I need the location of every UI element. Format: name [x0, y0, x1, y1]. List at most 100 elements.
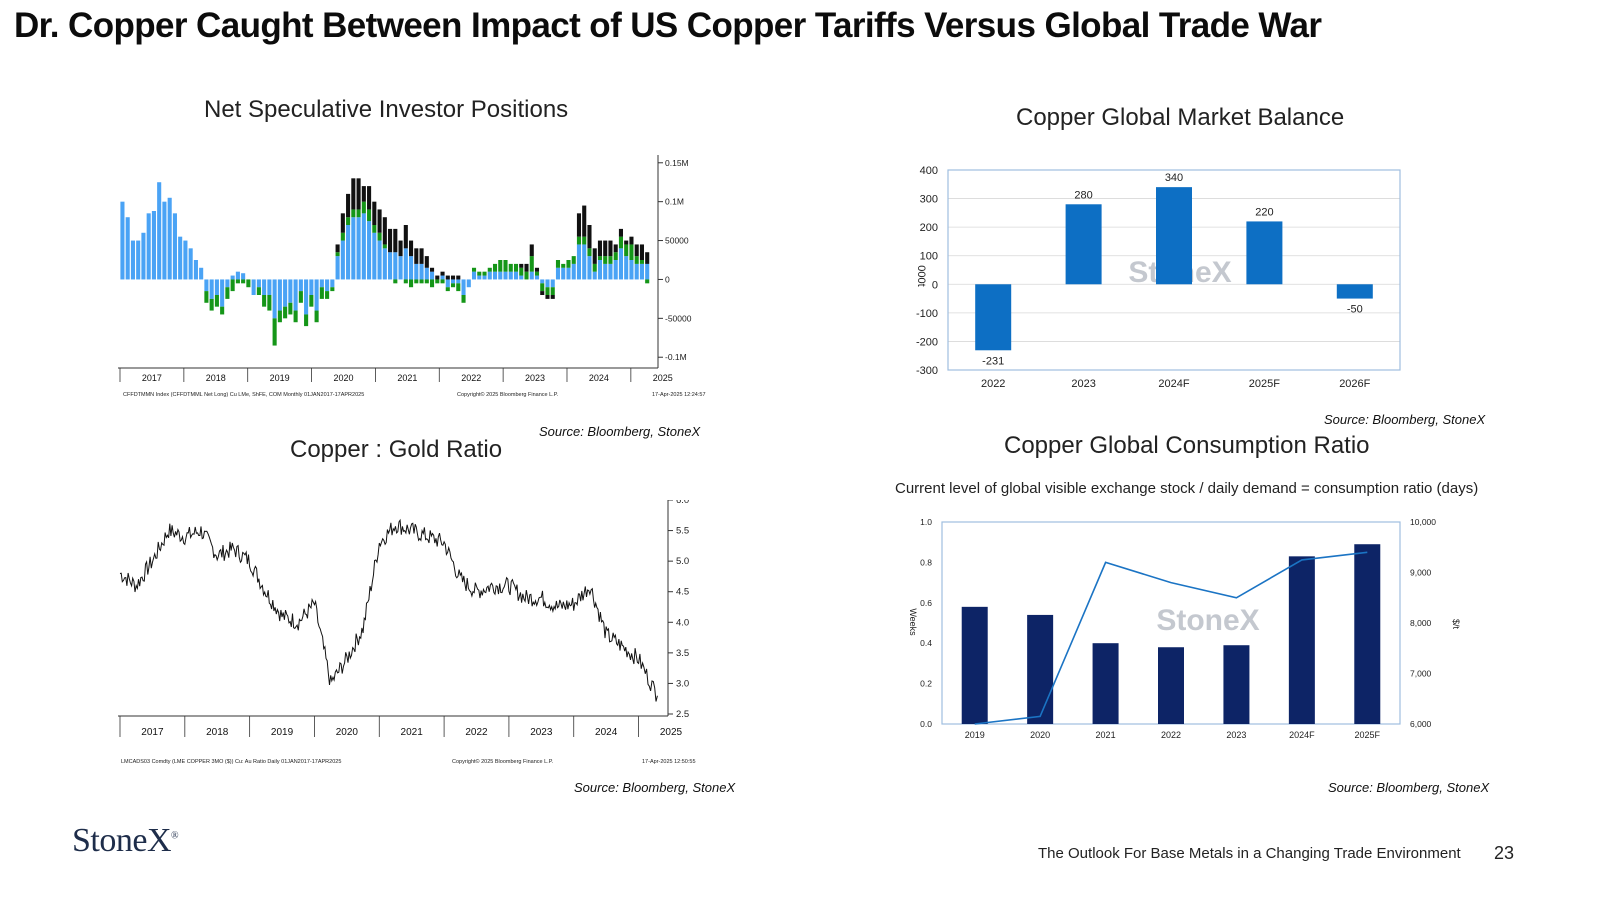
net-spec-title: Net Speculative Investor Positions [204, 96, 569, 123]
net-spec-year-label: 2020 [333, 373, 353, 383]
copper-gold-y-tick-label: 3.5 [676, 648, 689, 659]
consumption-y2-tick-label: 8,000 [1410, 618, 1432, 628]
logo-mark: ® [171, 830, 179, 842]
net-spec-bar-comex [141, 232, 146, 280]
net-spec-bar-comex [209, 279, 214, 299]
net-spec-bar-comex [146, 213, 151, 280]
net-spec-bar-lme [461, 295, 466, 303]
net-spec-bar-shfe [340, 213, 345, 233]
net-spec-bar-comex [272, 279, 277, 319]
balance-y-tick-label: 200 [920, 222, 938, 234]
net-spec-bar-comex [372, 232, 377, 280]
consumption-source: Source: Bloomberg, StoneX [1328, 780, 1490, 795]
net-spec-bar-shfe [414, 248, 419, 264]
balance-y-tick-label: 300 [920, 194, 938, 206]
copper-gold-year-label: 2017 [141, 727, 164, 738]
copper-gold-year-label: 2020 [336, 727, 359, 738]
balance-y-tick-label: -300 [916, 365, 938, 377]
net-spec-bar-lme [624, 244, 629, 257]
net-spec-bar-lme [209, 298, 214, 311]
balance-y-tick-label: 100 [920, 251, 938, 263]
net-spec-bar-shfe [645, 252, 650, 264]
copper-gold-footnote-mid: Copyright© 2025 Bloomberg Finance L.P. [452, 759, 554, 765]
net-spec-bar-comex [634, 263, 639, 280]
balance-data-label: -231 [982, 355, 1004, 367]
net-spec-bar-comex [283, 279, 288, 307]
net-spec-bar-lme [424, 279, 429, 284]
net-spec-bar-comex [340, 240, 345, 280]
net-spec-bar-lme [529, 256, 534, 272]
net-spec-bar-comex [508, 271, 513, 280]
net-spec-footnote-left: CFFDTMMN Index (CFFDTMML Net Long) Cu LM… [123, 392, 365, 398]
consumption-bar [961, 606, 988, 724]
copper-gold-y-tick-label: 2.5 [676, 709, 689, 720]
net-spec-bar-lme [356, 209, 361, 218]
net-spec-bar-comex [624, 256, 629, 280]
net-spec-bar-shfe [409, 240, 414, 257]
net-spec-bar-comex [377, 240, 382, 280]
net-spec-bar-comex [193, 260, 198, 280]
net-spec-bar-lme [419, 279, 424, 284]
net-spec-year-label: 2017 [142, 373, 162, 383]
net-spec-bar-comex [545, 279, 550, 288]
net-spec-bar-lme [540, 283, 545, 292]
copper-gold-line [119, 518, 658, 702]
market-balance-source: Source: Bloomberg, StoneX [1324, 412, 1486, 427]
consumption-subtitle: Current level of global visible exchange… [895, 480, 1479, 497]
net-spec-bar-comex [592, 271, 597, 280]
net-spec-year-label: 2024 [589, 373, 609, 383]
net-spec-bar-comex [256, 279, 261, 288]
net-spec-bar-comex [566, 267, 571, 280]
net-spec-bar-lme [576, 236, 582, 245]
net-spec-bar-lme [377, 232, 382, 241]
net-spec-bar-comex [440, 275, 445, 280]
net-spec-bar-lme [456, 283, 461, 292]
net-spec-bar-comex [629, 260, 634, 280]
copper-gold-year-label: 2025 [660, 727, 683, 738]
net-spec-bar-lme [293, 310, 298, 323]
net-spec-bar-lme [435, 279, 440, 284]
net-spec-bar-comex [346, 225, 351, 280]
net-spec-bar-lme [414, 279, 419, 284]
net-spec-bar-comex [314, 279, 319, 311]
net-spec-bar-comex [388, 252, 393, 280]
net-spec-bar-shfe [377, 209, 382, 233]
consumption-x-label: 2020 [1030, 730, 1050, 740]
balance-y-tick-label: 0 [932, 279, 938, 291]
net-spec-bar-lme [561, 263, 566, 268]
market-balance-chart: 4003002001000-100-200-300StoneX000t-2312… [915, 165, 1401, 390]
net-spec-bar-lme [204, 291, 209, 303]
stonex-logo: StoneX® [72, 822, 179, 860]
balance-y-tick-label: 400 [920, 165, 938, 177]
net-spec-bar-lme [634, 256, 639, 264]
net-spec-bar-comex [151, 211, 156, 280]
net-spec-bar-comex [309, 279, 314, 295]
net-spec-bar-comex [251, 279, 256, 295]
net-spec-bar-lme [608, 256, 613, 264]
balance-bar [1336, 284, 1373, 299]
net-spec-bar-comex [403, 248, 408, 280]
net-spec-bar-comex [335, 256, 340, 280]
net-spec-bar-comex [178, 236, 183, 280]
balance-x-label: 2022 [981, 378, 1005, 390]
net-spec-bar-comex [487, 271, 492, 280]
net-spec-bar-comex [262, 279, 267, 295]
balance-plot-border [947, 169, 1401, 371]
net-spec-bar-lme [603, 256, 608, 264]
footer-text: The Outlook For Base Metals in a Changin… [1038, 845, 1461, 862]
net-spec-bar-lme [335, 252, 340, 257]
copper-gold-y-tick-label: 5.0 [676, 556, 689, 567]
net-spec-bar-lme [325, 291, 330, 299]
net-spec-bar-shfe [398, 240, 403, 257]
balance-y-tick-label: -100 [916, 308, 938, 320]
consumption-bar [1223, 645, 1250, 724]
copper-gold-y-tick-label: 4.5 [676, 587, 689, 598]
copper-gold-y-tick-label: 4.0 [676, 617, 689, 628]
net-spec-bar-comex [230, 275, 235, 280]
net-spec-bar-shfe [608, 240, 613, 257]
net-spec-bar-comex [214, 279, 219, 295]
net-spec-bar-lme [393, 279, 398, 284]
net-spec-bar-comex [571, 263, 576, 280]
copper-gold-chart: 6.0 5.5 5.0 4.5 4.0 3.5 3.0 2.5 2017 2018 2019 2020… [118, 500, 689, 738]
net-spec-bar-shfe [618, 228, 623, 237]
